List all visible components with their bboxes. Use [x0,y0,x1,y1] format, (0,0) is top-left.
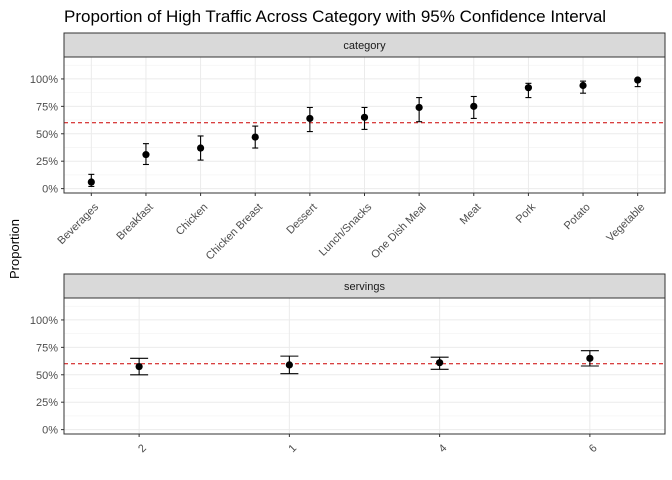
data-point [306,114,314,123]
x-tick-label: Beverages [55,201,101,247]
data-point [470,102,478,110]
data-point [579,81,587,90]
data-point [586,354,594,362]
facet-strip-label: servings [344,281,385,293]
y-axis-title: Proportion [7,219,22,279]
x-tick-label: Pork [514,201,539,226]
y-tick-label: 75% [36,101,58,113]
data-point [87,178,95,186]
data-point [142,151,150,159]
data-point [524,84,533,92]
facet-strip [63,32,666,58]
x-tick-label: Chicken [174,201,211,238]
y-tick-label: 50% [36,129,58,141]
facet-panels: category 0% 25% 50% 75% 100% Beverages Breakfas… [30,32,666,455]
x-tick-label: Chicken Breast [204,201,265,262]
y-tick-label: 100% [30,74,58,86]
x-tick-label: Vegetable [604,201,647,244]
x-tick-label: Potato [562,201,593,232]
x-tick-label: 2 [136,442,149,455]
y-tick-label: 0% [42,425,58,437]
data-point [360,113,369,121]
data-point [196,144,205,152]
panel-border [63,297,666,435]
y-tick-label: 0% [42,184,58,196]
data-point [135,362,143,371]
data-point [436,359,444,367]
x-tick-label: 1 [286,442,299,455]
x-tick-label: Breakfast [114,201,155,242]
data-point [634,76,642,84]
y-tick-label: 75% [36,342,58,354]
y-tick-label: 50% [36,370,58,382]
chart-title: Proportion of High Traffic Across Catego… [64,7,606,26]
y-tick-label: 100% [30,315,58,327]
x-tick-label: 4 [437,442,450,455]
facet-panel-servings: servings 0% 25% 50% 75% 100% 2 1 4 6 [30,273,666,455]
y-tick-label: 25% [36,156,58,168]
data-point [415,103,423,112]
x-tick-label: 6 [587,442,600,455]
x-tick-label: Meat [458,201,484,227]
facet-panel-category: category 0% 25% 50% 75% 100% Beverages Breakfas… [30,32,666,263]
data-point [251,133,259,141]
x-tick-label: Dessert [284,201,319,236]
x-tick-label: Lunch/Snacks [317,201,375,259]
plot-background [64,298,665,434]
facet-strip-label: category [343,40,386,52]
x-tick-label: One Dish Meal [369,201,429,261]
data-point [285,361,293,369]
y-tick-label: 25% [36,397,58,409]
